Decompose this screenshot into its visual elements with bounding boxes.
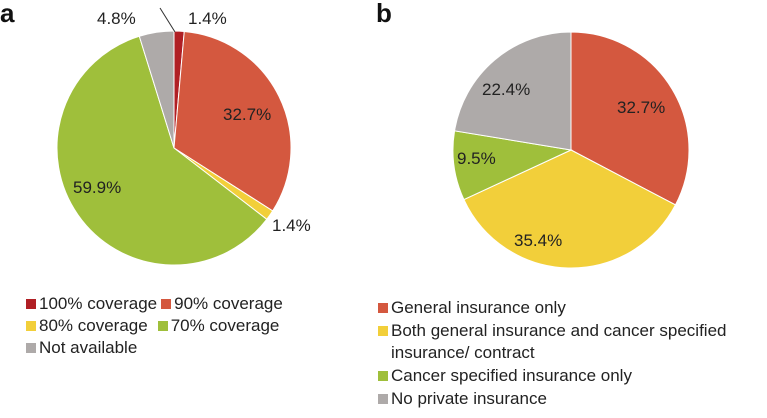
legend-swatch xyxy=(26,321,36,331)
pie-b-slice-0 xyxy=(570,31,690,206)
pie-a-label-0: 1.4% xyxy=(188,9,227,28)
legend-swatch xyxy=(378,303,388,313)
legend-b-item-both: Both general insurance and cancer specif… xyxy=(378,320,763,364)
pie-b-slice-1 xyxy=(463,149,677,269)
pie-b-slice-3 xyxy=(453,31,572,151)
pie-a-leader-0 xyxy=(159,7,176,33)
legend-label: Not available xyxy=(39,338,138,357)
legend-label: 80% coverage xyxy=(39,316,148,335)
legend-swatch xyxy=(157,321,168,331)
legend-swatch xyxy=(26,343,36,353)
pie-a-label-4: 4.8% xyxy=(97,9,136,28)
pie-b: 32.7% 35.4% 9.5% 22.4% xyxy=(452,31,690,269)
pie-a-label-3: 59.9% xyxy=(73,178,121,197)
legend-swatch xyxy=(378,394,388,404)
pie-a-slice-3 xyxy=(56,35,268,266)
legend-swatch xyxy=(161,299,172,309)
pie-b-label-3: 22.4% xyxy=(482,80,530,99)
legend-b-item-no-private: No private insurance xyxy=(378,388,763,410)
legend-a-item-90-coverage: 90% coverage xyxy=(161,293,283,315)
pie-a: 1.4% 32.7% 1.4% 59.9% 4.8% xyxy=(56,7,311,266)
legend-a-item-not-available: Not available xyxy=(26,337,137,359)
pie-b-label-2: 9.5% xyxy=(457,149,496,168)
legend-label: Cancer specified insurance only xyxy=(391,366,632,385)
legend-b: General insurance only Both general insu… xyxy=(378,297,763,411)
panel-label-a: a xyxy=(0,0,15,28)
legend-a-item-80-coverage: 80% coverage xyxy=(26,315,148,337)
legend-b-item-general-only: General insurance only xyxy=(378,297,763,319)
legend-label: 100% coverage xyxy=(39,294,158,313)
legend-label: General insurance only xyxy=(391,298,566,317)
legend-swatch xyxy=(378,371,388,381)
legend-label: No private insurance xyxy=(391,389,547,408)
panel-label-b: b xyxy=(376,0,392,28)
legend-b-item-cancer-only: Cancer specified insurance only xyxy=(378,365,763,387)
legend-a-item-70-coverage: 70% coverage xyxy=(157,315,280,337)
legend-label: 70% coverage xyxy=(170,316,280,335)
legend-a: 100% coverage 90% coverage 80% coverage … xyxy=(26,293,346,359)
pie-b-label-1: 35.4% xyxy=(514,231,562,250)
pie-a-label-2: 1.4% xyxy=(272,216,311,235)
pie-a-label-1: 32.7% xyxy=(223,105,271,124)
legend-a-item-100-coverage: 100% coverage xyxy=(26,293,157,315)
pie-a-slice-1 xyxy=(173,30,292,212)
legend-label: Both general insurance and cancer specif… xyxy=(391,321,727,362)
legend-label: 90% coverage xyxy=(174,294,283,313)
pie-b-label-0: 32.7% xyxy=(617,98,665,117)
legend-swatch xyxy=(26,299,36,309)
legend-swatch xyxy=(378,326,388,336)
